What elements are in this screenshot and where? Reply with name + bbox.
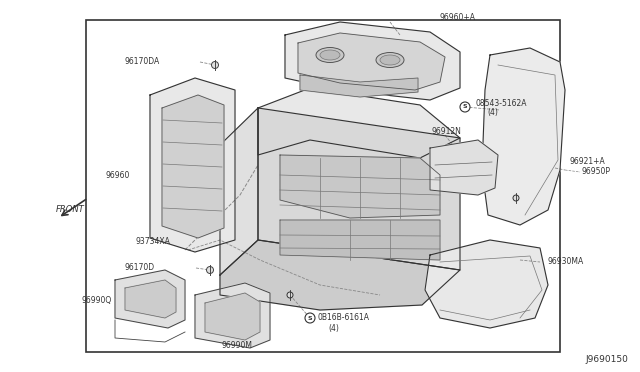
Polygon shape — [115, 270, 185, 328]
Text: 96990M: 96990M — [222, 340, 253, 350]
Text: 96960: 96960 — [106, 170, 130, 180]
Text: (4): (4) — [328, 324, 339, 333]
Polygon shape — [125, 280, 176, 318]
Text: 96990Q: 96990Q — [82, 295, 112, 305]
Circle shape — [305, 313, 315, 323]
Ellipse shape — [316, 48, 344, 62]
Text: 93734XA: 93734XA — [135, 237, 170, 247]
Text: 96170D: 96170D — [125, 263, 155, 273]
Circle shape — [211, 61, 218, 68]
Text: S: S — [308, 315, 312, 321]
Polygon shape — [482, 48, 565, 225]
Text: (4): (4) — [487, 108, 498, 116]
Ellipse shape — [320, 50, 340, 60]
Polygon shape — [280, 220, 440, 260]
Bar — [86, 20, 560, 352]
Text: 0B16B-6161A: 0B16B-6161A — [318, 314, 370, 323]
Polygon shape — [425, 240, 548, 328]
Polygon shape — [220, 108, 258, 275]
Circle shape — [460, 102, 470, 112]
Text: 08543-5162A: 08543-5162A — [475, 99, 527, 108]
Text: 96912N: 96912N — [432, 128, 462, 137]
Text: FRONT: FRONT — [56, 205, 84, 215]
Polygon shape — [280, 155, 440, 218]
Polygon shape — [298, 33, 445, 90]
Text: S: S — [463, 105, 467, 109]
Polygon shape — [162, 95, 224, 238]
Polygon shape — [205, 293, 260, 340]
Polygon shape — [258, 88, 460, 158]
Text: 96960+A: 96960+A — [440, 13, 476, 22]
Polygon shape — [220, 240, 460, 310]
Polygon shape — [258, 108, 460, 270]
Circle shape — [207, 266, 214, 273]
Polygon shape — [285, 22, 460, 100]
Circle shape — [287, 292, 293, 298]
Text: 96950P: 96950P — [582, 167, 611, 176]
Ellipse shape — [376, 52, 404, 67]
Polygon shape — [195, 283, 270, 348]
Circle shape — [513, 195, 519, 201]
Text: J9690150: J9690150 — [585, 356, 628, 365]
Polygon shape — [150, 78, 235, 252]
Polygon shape — [300, 75, 418, 97]
Polygon shape — [430, 140, 498, 195]
Text: 96170DA: 96170DA — [125, 58, 160, 67]
Text: 96930MA: 96930MA — [548, 257, 584, 266]
Text: 96921+A: 96921+A — [570, 157, 605, 167]
Ellipse shape — [380, 55, 400, 65]
